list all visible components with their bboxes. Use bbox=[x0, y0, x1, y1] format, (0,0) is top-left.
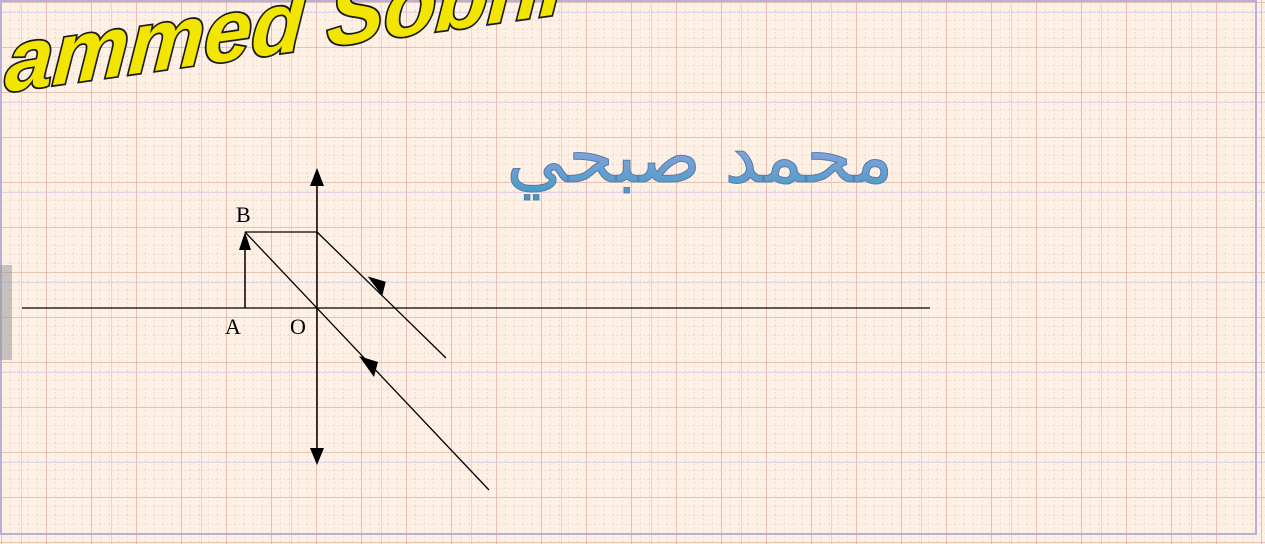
ray-refracted-arrowhead bbox=[367, 276, 386, 296]
ray-centre-arrowhead bbox=[359, 356, 378, 377]
cropped-edge-graphic bbox=[0, 265, 12, 360]
object-arrowhead bbox=[239, 232, 251, 250]
label-b: B bbox=[236, 202, 251, 227]
lens-top-arrowhead bbox=[310, 168, 324, 186]
arabic-title: محمد صبحي bbox=[506, 114, 893, 200]
lens-bottom-arrowhead bbox=[310, 448, 324, 465]
label-o: O bbox=[290, 314, 306, 339]
label-a: A bbox=[225, 314, 241, 339]
ray-refracted bbox=[316, 231, 447, 359]
